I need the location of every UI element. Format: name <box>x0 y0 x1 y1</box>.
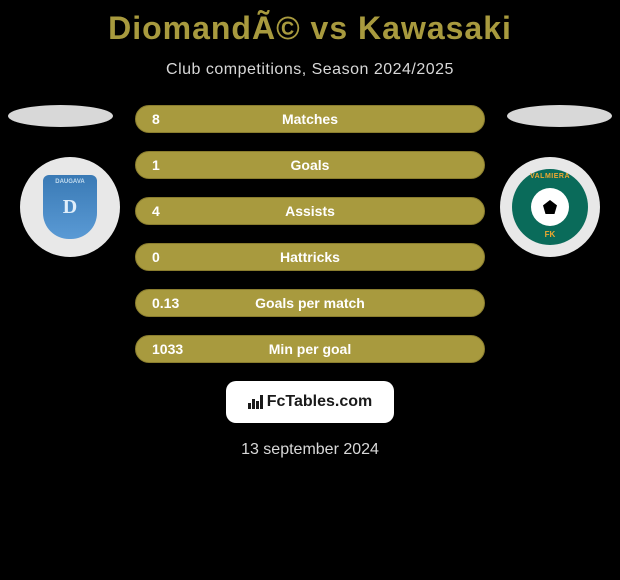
comparison-card: DiomandÃ© vs Kawasaki Club competitions,… <box>0 0 620 459</box>
stats-table: 8 Matches 1 Goals 4 Assists 0 Hattricks … <box>135 105 485 363</box>
stat-value-left: 4 <box>152 203 232 219</box>
stat-value-left: 0.13 <box>152 295 232 311</box>
left-team-letter: D <box>63 196 77 219</box>
stat-value-left: 1033 <box>152 341 232 357</box>
chart-icon <box>248 395 263 409</box>
date-text: 13 september 2024 <box>0 441 620 459</box>
left-ellipse-decoration <box>8 105 113 127</box>
stat-row-goals: 1 Goals <box>135 151 485 179</box>
stat-row-matches: 8 Matches <box>135 105 485 133</box>
brand-text-container: FcTables.com <box>248 393 373 411</box>
stat-label: Assists <box>285 203 335 219</box>
brand-box: FcTables.com <box>226 381 394 423</box>
stat-label: Matches <box>282 111 338 127</box>
stat-label: Hattricks <box>280 249 340 265</box>
right-fk-label: FK <box>545 230 556 239</box>
right-team-badge: VALMIERA FK <box>500 157 600 257</box>
left-team-badge: DAUGAVA D <box>20 157 120 257</box>
stat-label: Min per goal <box>269 341 351 357</box>
stat-label: Goals per match <box>255 295 365 311</box>
left-shield-icon: DAUGAVA D <box>43 175 97 239</box>
main-area: DAUGAVA D VALMIERA FK 8 Matches 1 Goals … <box>0 105 620 459</box>
right-circle-icon: VALMIERA FK <box>512 169 588 245</box>
brand-text: FcTables.com <box>267 393 373 411</box>
left-team-label: DAUGAVA <box>55 179 84 185</box>
stat-label: Goals <box>291 157 330 173</box>
page-title: DiomandÃ© vs Kawasaki <box>0 10 620 47</box>
soccer-ball-icon <box>531 188 569 226</box>
stat-row-hattricks: 0 Hattricks <box>135 243 485 271</box>
stat-value-left: 8 <box>152 111 232 127</box>
page-subtitle: Club competitions, Season 2024/2025 <box>0 61 620 79</box>
right-team-label: VALMIERA <box>530 173 570 180</box>
stat-value-left: 1 <box>152 157 232 173</box>
stat-value-left: 0 <box>152 249 232 265</box>
stat-row-min-per-goal: 1033 Min per goal <box>135 335 485 363</box>
stat-row-goals-per-match: 0.13 Goals per match <box>135 289 485 317</box>
right-ellipse-decoration <box>507 105 612 127</box>
stat-row-assists: 4 Assists <box>135 197 485 225</box>
